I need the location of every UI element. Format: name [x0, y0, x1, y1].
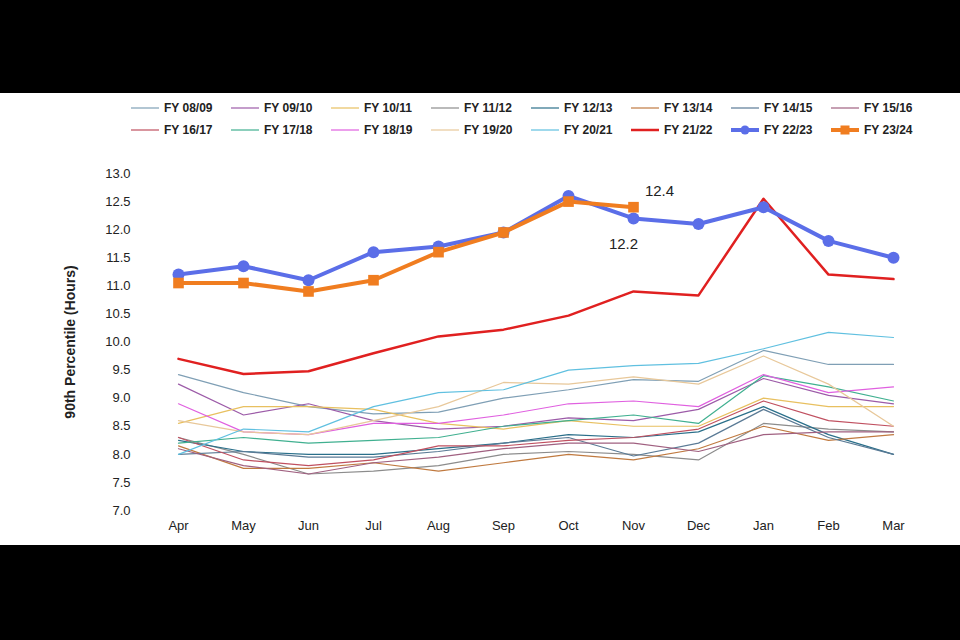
- svg-text:7.5: 7.5: [112, 475, 130, 490]
- html-text:FY 20/21: FY 20/21: [564, 123, 613, 137]
- svg-text:Feb: Feb: [817, 518, 839, 533]
- svg-text:90th Percentile (Hours): 90th Percentile (Hours): [62, 265, 78, 418]
- html-text:FY 15/16: FY 15/16: [864, 101, 913, 115]
- svg-text:8.5: 8.5: [112, 418, 130, 433]
- svg-text:8.0: 8.0: [112, 446, 130, 461]
- svg-text:Nov: Nov: [622, 518, 646, 533]
- svg-text:12.2: 12.2: [609, 235, 638, 252]
- svg-text:7.0: 7.0: [112, 503, 130, 518]
- html-text:FY 19/20: FY 19/20: [464, 123, 513, 137]
- html-text:FY 08/09: FY 08/09: [164, 101, 213, 115]
- html-text:FY 17/18: FY 17/18: [264, 123, 313, 137]
- html-text:FY 21/22: FY 21/22: [664, 123, 713, 137]
- html-text:FY 16/17: FY 16/17: [164, 123, 213, 137]
- svg-text:Apr: Apr: [168, 518, 189, 533]
- svg-text:13.0: 13.0: [105, 166, 130, 181]
- html-text:FY 11/12: FY 11/12: [464, 101, 512, 115]
- html-text:FY 12/13: FY 12/13: [564, 101, 613, 115]
- svg-text:12.5: 12.5: [105, 194, 130, 209]
- svg-text:11.0: 11.0: [106, 278, 130, 293]
- svg-text:Jun: Jun: [298, 518, 319, 533]
- html-text:FY 09/10: FY 09/10: [264, 101, 313, 115]
- svg-text:May: May: [231, 518, 256, 533]
- html-text:FY 10/11: FY 10/11: [364, 101, 412, 115]
- svg-text:12.0: 12.0: [105, 222, 130, 237]
- html-text:FY 22/23: FY 22/23: [764, 123, 813, 137]
- html-text:FY 13/14: FY 13/14: [664, 101, 713, 115]
- svg-text:Jul: Jul: [365, 518, 382, 533]
- svg-text:12.4: 12.4: [645, 182, 674, 199]
- html-text:FY 18/19: FY 18/19: [364, 123, 413, 137]
- html-text:FY 14/15: FY 14/15: [764, 101, 813, 115]
- svg-text:11.5: 11.5: [106, 250, 130, 265]
- html-text:FY 23/24: FY 23/24: [864, 123, 913, 137]
- svg-text:10.5: 10.5: [105, 306, 130, 321]
- svg-text:Sep: Sep: [492, 518, 515, 533]
- svg-text:9.0: 9.0: [112, 390, 130, 405]
- svg-text:Oct: Oct: [558, 518, 579, 533]
- svg-text:Jan: Jan: [753, 518, 774, 533]
- svg-text:Aug: Aug: [427, 518, 450, 533]
- svg-text:9.5: 9.5: [112, 362, 130, 377]
- svg-text:Mar: Mar: [882, 518, 905, 533]
- svg-text:Dec: Dec: [687, 518, 711, 533]
- svg-text:10.0: 10.0: [105, 334, 130, 349]
